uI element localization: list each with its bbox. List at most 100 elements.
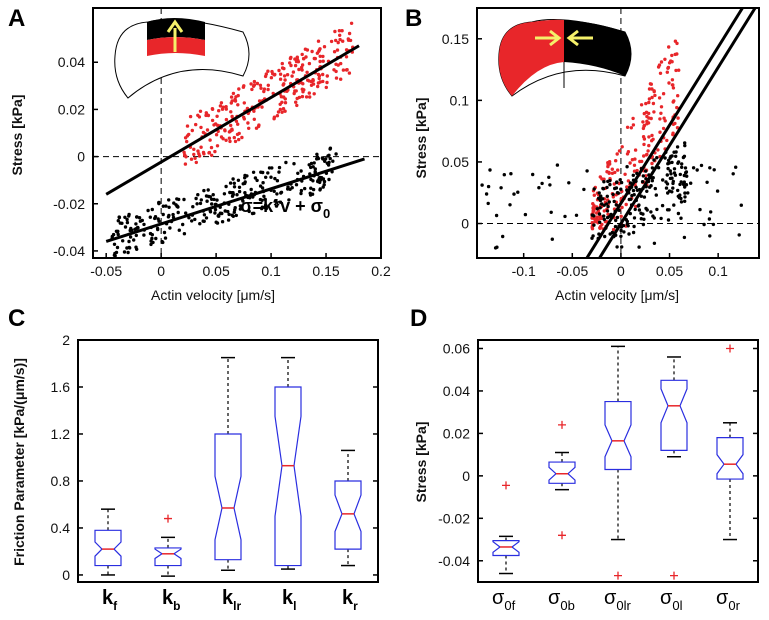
black-data-point [486, 201, 490, 206]
red-data-point [607, 160, 612, 164]
black-data-point [512, 192, 516, 196]
black-data-point [235, 193, 239, 197]
black-data-point [190, 219, 194, 223]
y-tick-label: 0.8 [51, 473, 71, 489]
red-data-point [647, 111, 651, 116]
red-data-point [288, 61, 292, 65]
red-data-point [278, 77, 283, 81]
red-data-point [208, 138, 212, 142]
red-data-point [625, 185, 629, 189]
black-data-point [237, 185, 242, 189]
red-data-point [646, 149, 650, 153]
black-data-point [115, 245, 120, 250]
black-data-point [232, 210, 236, 214]
red-data-point [661, 126, 666, 131]
black-data-point [664, 186, 669, 190]
black-data-point [708, 166, 712, 170]
black-data-point [675, 145, 680, 149]
red-data-point [259, 86, 263, 90]
black-data-point [232, 181, 236, 185]
red-data-point [236, 93, 240, 98]
category-main: σ [604, 587, 617, 609]
black-data-point [292, 162, 296, 166]
box-4 [334, 449, 362, 567]
black-data-point [499, 186, 503, 190]
black-data-point [266, 171, 270, 175]
black-data-point [127, 212, 131, 217]
black-data-point [614, 186, 619, 190]
black-data-point [634, 185, 638, 190]
black-data-point [664, 180, 668, 184]
category-main: σ [716, 587, 729, 609]
category-main: k [342, 587, 354, 609]
red-data-point [606, 164, 610, 169]
black-data-point [253, 176, 258, 180]
red-data-point [218, 104, 223, 108]
black-data-point [194, 196, 198, 201]
black-data-point [321, 177, 326, 181]
red-data-point [325, 74, 329, 78]
red-data-point [280, 110, 284, 114]
black-data-point [318, 187, 322, 191]
red-data-point [638, 159, 642, 164]
black-data-point [260, 198, 264, 202]
red-data-point [182, 150, 186, 154]
panel-b-ylabel: Stress [kPa] [413, 98, 429, 179]
red-data-point [318, 47, 322, 51]
red-data-point [675, 105, 679, 110]
outlier-marker [558, 420, 566, 429]
red-data-point [650, 95, 654, 100]
black-data-point [294, 183, 299, 187]
red-data-point [276, 110, 281, 114]
black-data-point [191, 205, 195, 209]
red-data-point [258, 83, 263, 88]
black-data-point [619, 187, 623, 191]
black-data-point [128, 235, 133, 239]
black-data-point [548, 183, 552, 187]
black-data-point [273, 199, 278, 203]
fit-line-0 [105, 44, 360, 196]
red-data-point [653, 93, 657, 98]
black-data-point [277, 170, 281, 174]
red-data-point [632, 163, 637, 167]
black-data-point [563, 214, 567, 219]
red-data-point [241, 85, 246, 89]
black-data-point [263, 197, 267, 201]
black-data-point [666, 218, 671, 222]
black-data-point [674, 154, 678, 158]
black-data-point [622, 230, 626, 234]
outlier-marker [502, 481, 510, 490]
black-data-point [699, 163, 704, 168]
black-data-point [311, 165, 315, 169]
black-data-point [262, 194, 266, 198]
box-2 [214, 356, 242, 572]
black-data-point [230, 191, 234, 195]
category-sub: b [173, 599, 180, 613]
red-data-point [647, 87, 652, 91]
red-data-point [223, 128, 227, 132]
red-data-point [318, 54, 322, 58]
black-data-point [598, 206, 602, 210]
black-data-point [167, 198, 171, 202]
outlier-marker [670, 571, 678, 580]
black-data-point [150, 233, 154, 237]
black-data-point [661, 178, 665, 182]
black-data-point [112, 242, 117, 246]
red-data-point [598, 175, 602, 179]
black-data-point [299, 169, 303, 173]
black-data-point [236, 178, 241, 182]
black-data-point [142, 233, 146, 237]
red-data-point [307, 61, 312, 66]
black-data-point [201, 219, 205, 223]
red-data-point [334, 62, 338, 66]
red-data-point [199, 145, 203, 149]
panel-a-label: A [8, 5, 25, 32]
red-data-point [270, 69, 274, 74]
black-data-point [626, 224, 630, 228]
black-data-point [275, 192, 279, 196]
black-data-point [279, 190, 284, 194]
notched-box [94, 529, 122, 567]
black-data-point [138, 219, 143, 223]
black-data-point [605, 209, 610, 213]
black-data-point [196, 193, 200, 197]
